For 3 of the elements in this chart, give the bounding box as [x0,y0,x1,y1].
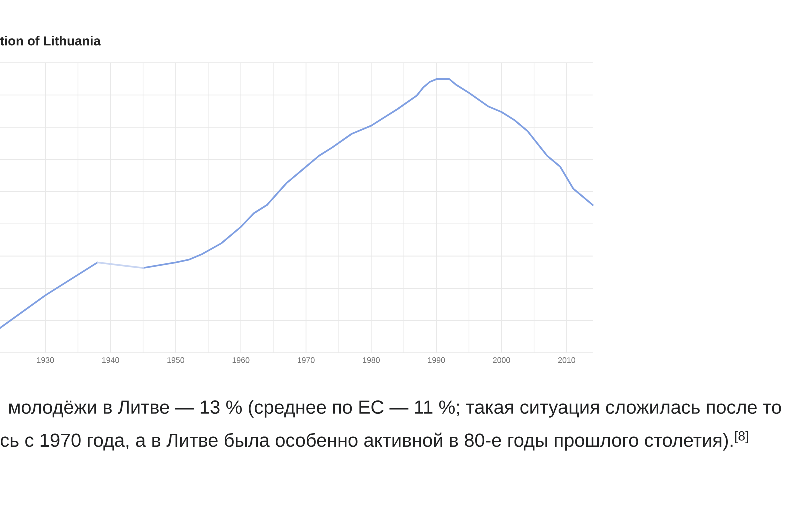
text: сь с 1970 года, а в Литве была особенно активной в 80-е годы прошлого столетия).$^{[8]}$ [0,431,748,451]
text: молодёжи в Литве — 13 % (среднее по ЕС — 11 %; такая ситуация сложилась после то [10,400,782,418]
chart-title: tion of Lithuania [0,36,101,46]
